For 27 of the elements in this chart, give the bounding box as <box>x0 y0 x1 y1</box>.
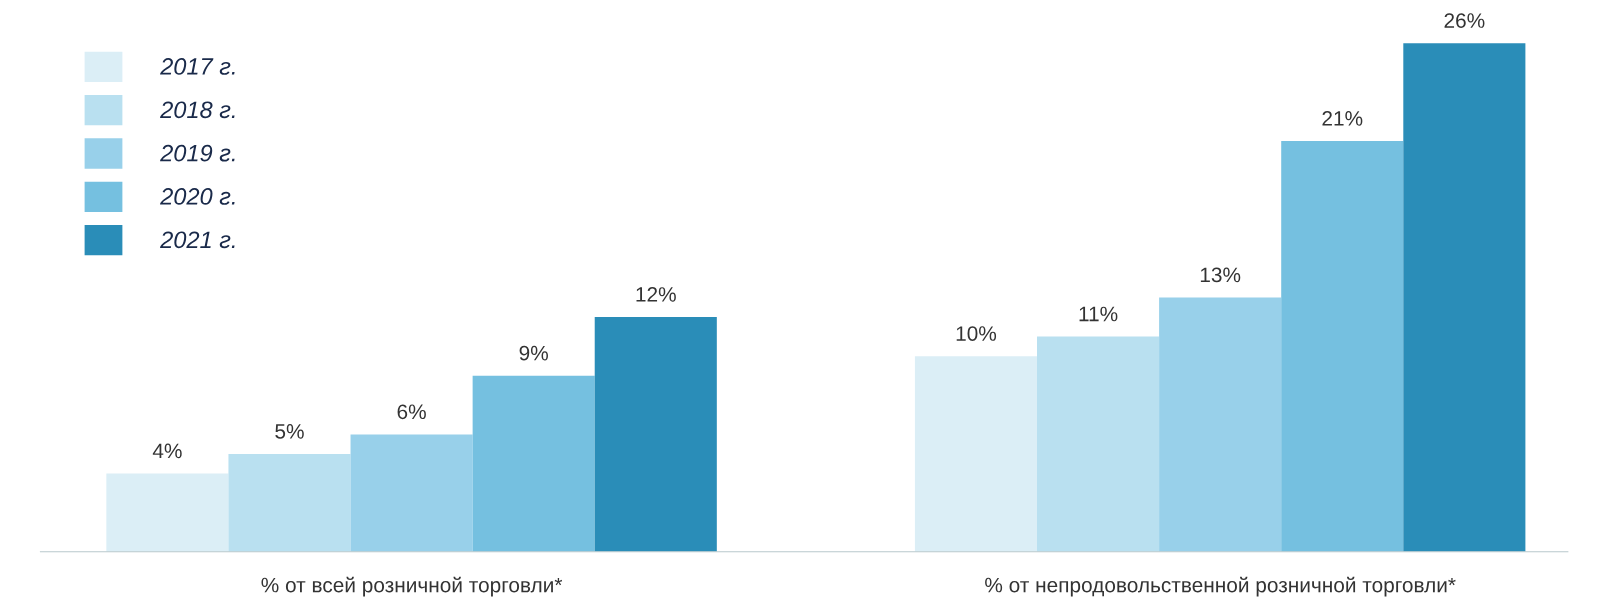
data-label: 11% <box>1079 306 1118 322</box>
data-label: 4% <box>152 443 182 459</box>
bar <box>914 356 1038 552</box>
bar <box>106 473 229 552</box>
bar <box>350 434 473 552</box>
legend-label: 2020 г. <box>160 188 235 205</box>
data-label: 9% <box>519 345 548 361</box>
legend-label: 2017 г. <box>160 58 235 75</box>
data-label: 26% <box>1444 13 1485 28</box>
x-tick-label: % от всей розничной торговли* <box>261 576 563 597</box>
bar <box>1159 297 1282 552</box>
bar <box>1037 336 1160 552</box>
bar <box>472 375 595 552</box>
data-label: 13% <box>1200 267 1241 283</box>
x-tick-label: % от непродовольственной розничной торговли* <box>985 576 1456 597</box>
bar <box>1281 140 1404 552</box>
legend-label: 2018 г. <box>160 101 235 119</box>
bar <box>594 317 717 552</box>
data-label: 12% <box>636 287 676 302</box>
bar <box>228 453 351 552</box>
data-label: 6% <box>397 404 426 420</box>
legend-label: 2021 г. <box>160 231 235 249</box>
data-label: 21% <box>1322 110 1363 126</box>
data-label: 10% <box>956 326 997 341</box>
legend-label: 2019 г. <box>160 144 235 162</box>
bar <box>1403 43 1526 552</box>
data-label: 5% <box>275 424 304 439</box>
